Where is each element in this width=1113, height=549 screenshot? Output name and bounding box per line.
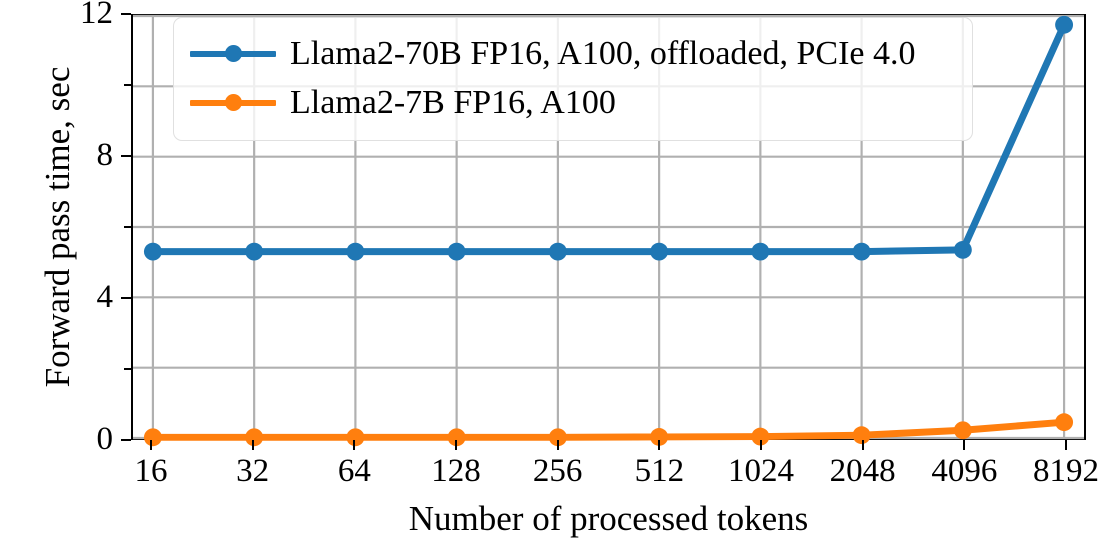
- x-tick-label: 128: [431, 453, 481, 489]
- series-data-point: [447, 242, 466, 261]
- x-tick-mark: [454, 440, 458, 450]
- y-minor-tick-mark: [124, 83, 131, 87]
- series-data-point: [245, 242, 264, 261]
- series-data-point: [346, 428, 365, 447]
- x-tick-label: 256: [532, 453, 583, 489]
- y-tick-mark: [121, 154, 131, 158]
- x-tick-label: 64: [337, 453, 371, 489]
- series-data-point: [548, 242, 567, 261]
- chart-legend: Llama2-70B FP16, A100, offloaded, PCIe 4…: [173, 17, 973, 141]
- series-data-point: [852, 426, 871, 445]
- x-tick-mark: [353, 440, 356, 450]
- legend-item[interactable]: Llama2-70B FP16, A100, offloaded, PCIe 4…: [190, 29, 956, 78]
- series-data-point: [852, 242, 871, 261]
- x-tick-mark: [251, 440, 254, 450]
- x-tick-label: 512: [634, 453, 685, 489]
- series-data-point: [245, 428, 264, 447]
- x-tick-mark: [556, 440, 559, 450]
- series-data-point: [143, 242, 162, 261]
- series-data-point: [650, 428, 669, 446]
- series-data-point: [548, 428, 567, 447]
- series-data-point: [953, 421, 972, 440]
- series-data-point: [447, 428, 466, 447]
- legend-item[interactable]: Llama2-7B FP16, A100: [190, 78, 956, 127]
- y-minor-tick-mark: [124, 225, 131, 229]
- series-line: [149, 418, 1068, 441]
- series-line: [149, 21, 1068, 256]
- legend-item-label: Llama2-70B FP16, A100, offloaded, PCIe 4…: [290, 34, 916, 72]
- x-tick-mark: [149, 440, 153, 450]
- series-layer: [143, 15, 1074, 447]
- y-tick-label: 0: [96, 421, 114, 457]
- x-tick-mark: [759, 440, 763, 450]
- series-data-point: [143, 428, 162, 447]
- x-tick-label: 32: [236, 453, 270, 489]
- y-tick-mark: [121, 12, 131, 16]
- x-tick-label: 1024: [728, 453, 794, 489]
- legend-line-icon: [190, 91, 276, 115]
- legend-marker-dot: [224, 45, 242, 62]
- y-tick-label: 4: [96, 279, 114, 315]
- series-data-point: [953, 240, 972, 259]
- x-tick-label: 4096: [931, 453, 998, 489]
- y-tick-label: 12: [80, 0, 113, 31]
- x-tick-mark: [1064, 440, 1068, 450]
- series-data-point: [650, 242, 669, 261]
- series-data-point: [1055, 413, 1074, 432]
- x-axis-label: Number of processed tokens: [408, 499, 809, 538]
- x-tick-label: 2048: [829, 453, 896, 489]
- x-tick-mark: [861, 440, 864, 450]
- legend-item-label: Llama2-7B FP16, A100: [290, 83, 616, 121]
- x-tick-mark: [658, 440, 661, 450]
- x-tick-label: 8192: [1033, 453, 1099, 489]
- x-tick-label: 16: [134, 453, 168, 489]
- legend-marker-dot: [224, 94, 242, 111]
- series-data-point: [346, 242, 365, 261]
- series-data-point: [1055, 15, 1074, 34]
- legend-line-icon: [190, 42, 276, 66]
- y-tick-mark: [121, 438, 131, 442]
- y-minor-tick-mark: [124, 367, 131, 371]
- y-tick-mark: [121, 296, 131, 300]
- series-data-point: [751, 242, 770, 261]
- y-tick-label: 8: [96, 137, 114, 173]
- y-axis-label: Forward pass time, sec: [38, 66, 77, 388]
- series-data-point: [751, 427, 770, 446]
- x-tick-mark: [963, 440, 966, 450]
